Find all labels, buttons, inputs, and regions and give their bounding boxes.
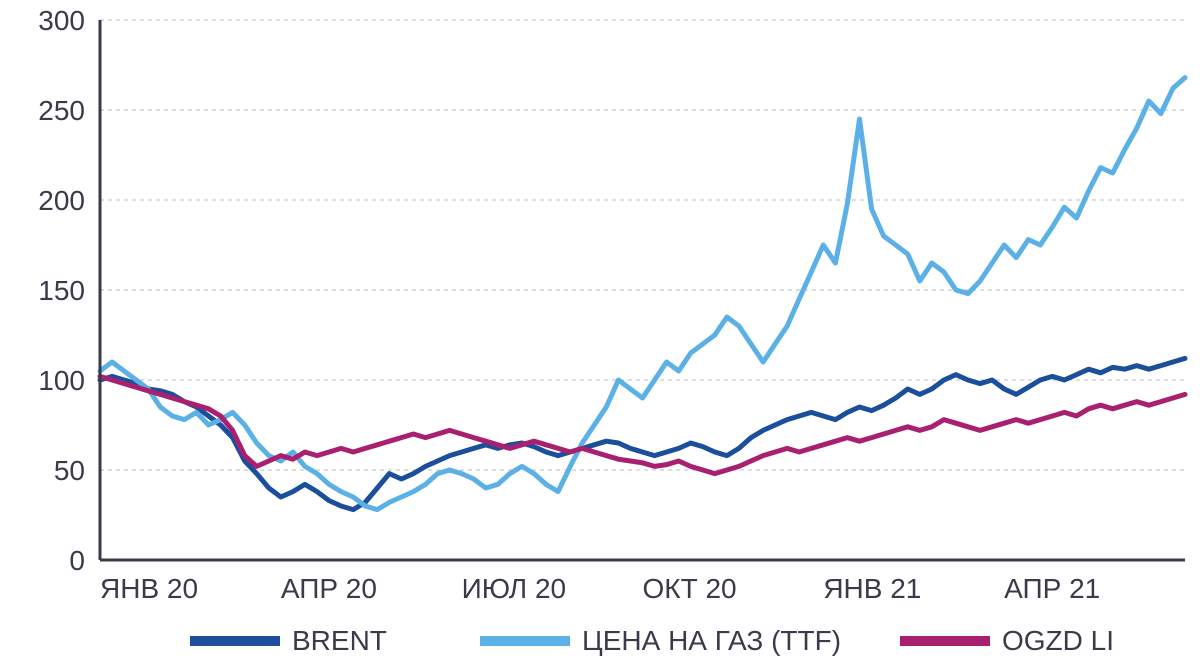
x-tick-label: АПР 21 xyxy=(1004,573,1100,604)
y-tick-label: 100 xyxy=(38,365,85,396)
price-chart: 0 50 100 150 200 250 300 ЯНВ 20 АПР 20 ИЮЛ 20 ОКТ … xyxy=(0,0,1200,669)
y-tick-label: 200 xyxy=(38,185,85,216)
legend-label: ЦЕНА НА ГАЗ (TTF) xyxy=(582,625,841,656)
x-tick-label: АПР 20 xyxy=(281,573,377,604)
x-tick-label: ЯНВ 21 xyxy=(823,573,921,604)
x-tick-label: ЯНВ 20 xyxy=(100,573,198,604)
y-tick-label: 300 xyxy=(38,5,85,36)
y-tick-label: 0 xyxy=(69,545,85,576)
x-tick-label: ИЮЛ 20 xyxy=(462,573,566,604)
legend-label: OGZD LI xyxy=(1002,625,1114,656)
y-tick-label: 150 xyxy=(38,275,85,306)
y-tick-label: 250 xyxy=(38,95,85,126)
chart-bg xyxy=(0,0,1200,669)
x-tick-label: ОКТ 20 xyxy=(643,573,737,604)
y-tick-label: 50 xyxy=(54,455,85,486)
chart-svg: 0 50 100 150 200 250 300 ЯНВ 20 АПР 20 ИЮЛ 20 ОКТ … xyxy=(0,0,1200,669)
legend-label: BRENT xyxy=(292,625,387,656)
